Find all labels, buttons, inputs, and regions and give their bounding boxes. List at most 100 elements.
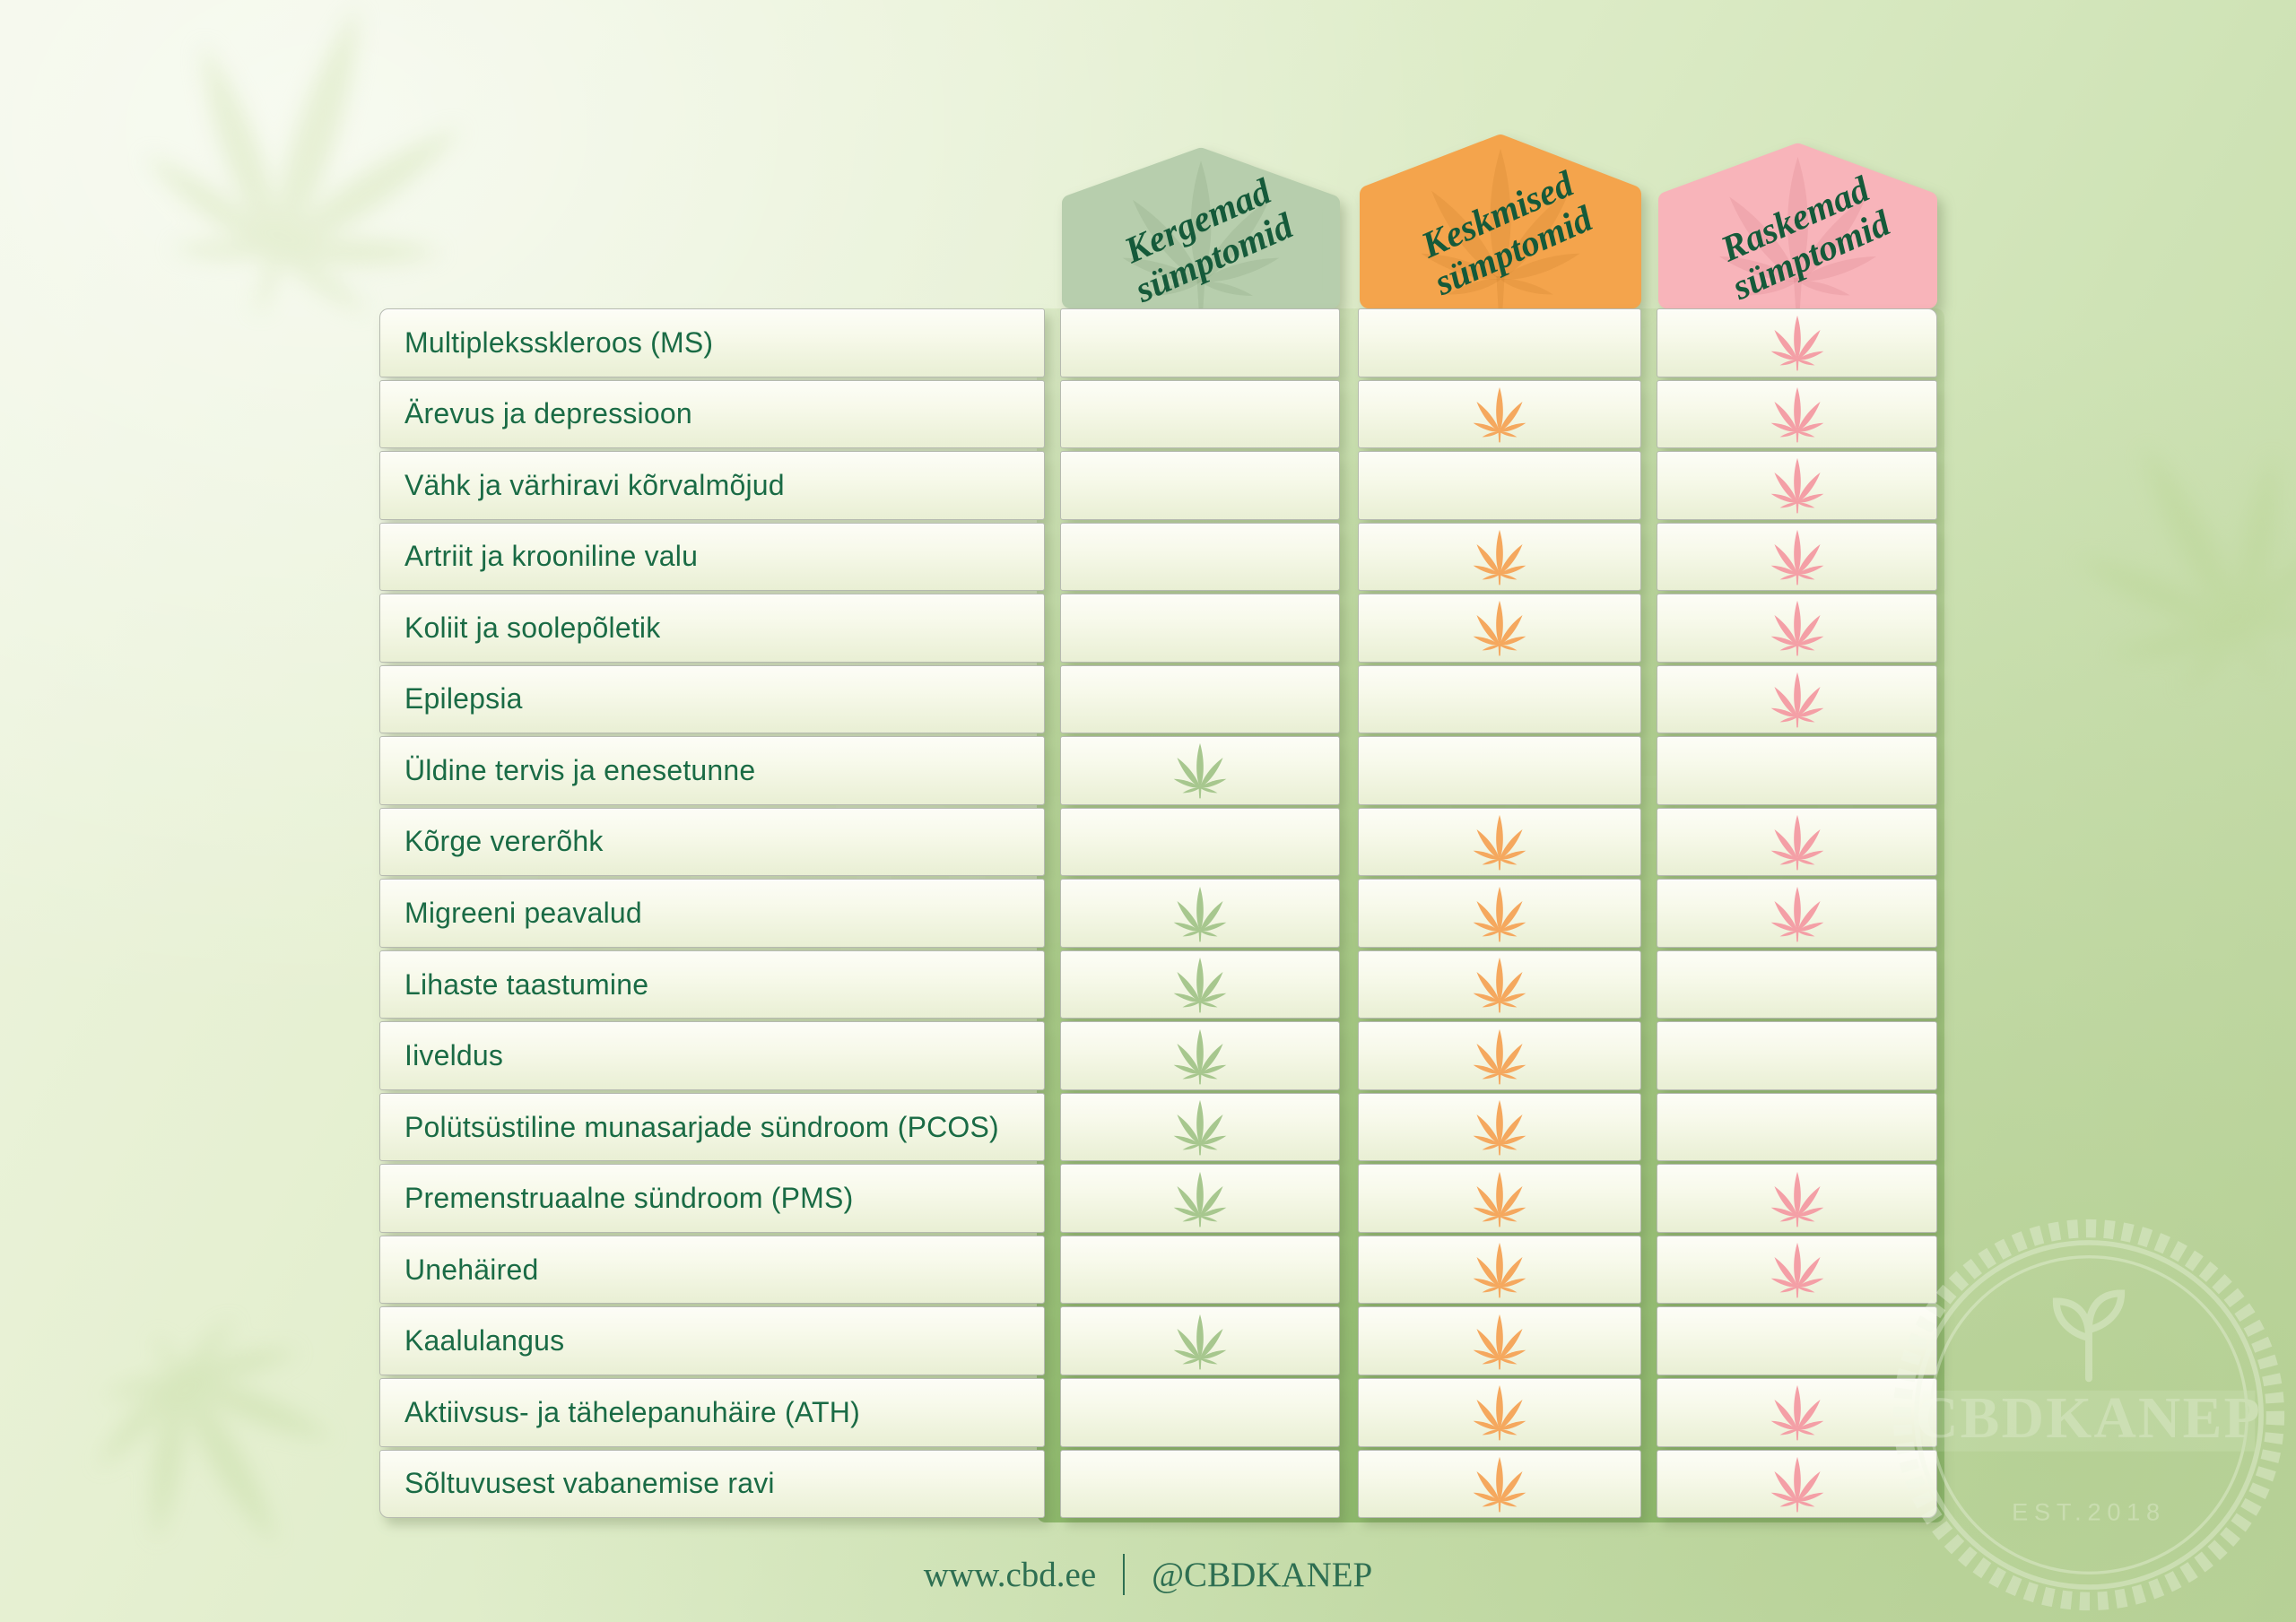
symptom-table: Multipleksskleroos (MS) Ärevus ja depress… [379,308,1937,1519]
stamp-established-text: EST.2018 [2012,1498,2166,1526]
mild-symptoms-column [1060,308,1340,1519]
cell-medium [1358,664,1641,734]
cannabis-leaf-icon [1770,458,1824,514]
row-label: Vähk ja värhiravi kõrvalmõjud [379,451,1045,520]
cannabis-leaf-icon [1472,1456,1527,1513]
cannabis-leaf-icon [1172,1171,1228,1227]
condition-name: Vähk ja värhiravi kõrvalmõjud [404,468,785,501]
condition-column: Multipleksskleroos (MS) Ärevus ja depress… [379,308,1045,1519]
cell-mild [1060,1092,1340,1162]
background-leaf-decoration [2025,382,2296,739]
cannabis-leaf-icon [1770,1171,1824,1227]
condition-name: Artriit ja krooniline valu [404,540,699,573]
condition-name: Kaalulangus [404,1324,565,1357]
cell-severe [1657,379,1937,449]
footer-social-handle[interactable]: @CBDKANEP [1152,1555,1373,1594]
cell-medium [1358,807,1641,877]
cannabis-leaf-icon [1172,1028,1228,1084]
cannabis-leaf-icon [1472,1100,1527,1156]
row-label: Migreeni peavalud [379,879,1045,948]
cannabis-leaf-icon [1472,957,1527,1013]
cell-medium [1358,1021,1641,1090]
row-label: Sõltuvusest vabanemise ravi [379,1449,1045,1519]
cannabis-leaf-icon [1770,814,1824,871]
cannabis-leaf-icon [1770,1385,1824,1441]
cell-medium [1358,1092,1641,1162]
cannabis-leaf-icon [1472,529,1527,585]
condition-name: Kõrge vererõhk [404,825,604,858]
cell-severe [1657,807,1937,877]
cell-medium [1358,950,1641,1019]
condition-name: Ärevus ja depressioon [404,397,692,430]
cell-mild [1060,1235,1340,1305]
cannabis-leaf-icon [1472,386,1527,443]
row-label: Üldine tervis ja enesetunne [379,736,1045,805]
condition-name: Unehäired [404,1253,539,1286]
row-label: Lihaste taastumine [379,950,1045,1019]
condition-name: Sõltuvusest vabanemise ravi [404,1467,775,1500]
cell-severe [1657,451,1937,520]
condition-name: Multipleksskleroos (MS) [404,325,714,359]
row-label: Artriit ja krooniline valu [379,522,1045,592]
cannabis-leaf-icon [1770,1243,1824,1298]
cell-mild [1060,1164,1340,1233]
cannabis-leaf-icon [1472,1243,1527,1298]
footer-divider [1123,1554,1126,1595]
medium-symptoms-column [1358,308,1641,1519]
row-label: Kõrge vererõhk [379,807,1045,877]
cell-severe [1657,879,1937,948]
row-label: Unehäired [379,1235,1045,1305]
cannabis-leaf-icon [1770,672,1824,728]
cannabis-leaf-icon [1770,1456,1824,1513]
condition-name: Premenstruaalne sündroom (PMS) [404,1182,854,1215]
cannabis-leaf-icon [1472,1171,1527,1227]
cell-mild [1060,1377,1340,1447]
cell-mild [1060,879,1340,948]
cannabis-leaf-icon [1770,316,1824,371]
cell-medium [1358,308,1641,377]
cell-severe [1657,308,1937,377]
cannabis-leaf-icon [1472,1314,1527,1370]
cell-medium [1358,379,1641,449]
row-label: Aktiivsus- ja tähelepanuhäire (ATH) [379,1377,1045,1447]
row-label: Koliit ja soolepõletik [379,594,1045,663]
footer-website-link[interactable]: www.cbd.ee [923,1555,1097,1594]
condition-name: Polütsüstiline munasarjade sündroom (PCO… [404,1110,999,1143]
cell-medium [1358,1164,1641,1233]
cell-medium [1358,451,1641,520]
cell-severe [1657,1235,1937,1305]
column-header-medium: Keskmised sümptomid [1358,133,1643,310]
cannabis-leaf-icon [1472,601,1527,656]
background-leaf-decoration [51,1277,381,1606]
cell-mild [1060,950,1340,1019]
cannabis-leaf-icon [1172,1100,1228,1156]
cannabis-leaf-icon [1172,957,1228,1013]
condition-name: Üldine tervis ja enesetunne [404,753,756,786]
stamp-brand-text: CBDKANEP [1916,1386,2262,1451]
cell-medium [1358,1449,1641,1519]
brand-stamp-watermark: CBDKANEP EST.2018 [1892,1219,2285,1611]
cell-mild [1060,1021,1340,1090]
condition-name: Epilepsia [404,682,523,716]
condition-name: Lihaste taastumine [404,967,649,1001]
cell-severe [1657,1164,1937,1233]
cell-medium [1358,736,1641,805]
cannabis-leaf-icon [1472,886,1527,941]
cell-severe [1657,664,1937,734]
cell-mild [1060,379,1340,449]
row-label: Polütsüstiline munasarjade sündroom (PCO… [379,1092,1045,1162]
footer: www.cbd.ee @CBDKANEP [0,1554,2296,1595]
row-label: Kaalulangus [379,1306,1045,1375]
cannabis-leaf-icon [1172,886,1228,941]
row-label: Ärevus ja depressioon [379,379,1045,449]
cell-mild [1060,1306,1340,1375]
condition-name: Migreeni peavalud [404,897,642,930]
cell-medium [1358,1306,1641,1375]
cell-severe [1657,1377,1937,1447]
cell-medium [1358,522,1641,592]
cell-mild [1060,594,1340,663]
row-label: Premenstruaalne sündroom (PMS) [379,1164,1045,1233]
cannabis-leaf-icon [1770,886,1824,941]
cell-severe [1657,950,1937,1019]
cell-medium [1358,1235,1641,1305]
